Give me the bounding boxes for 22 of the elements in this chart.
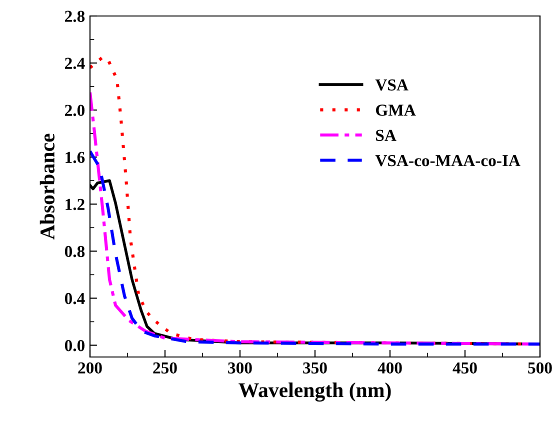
y-tick-label: 2.4 [65, 58, 85, 70]
y-tick-label: 0.8 [64, 246, 85, 258]
y-tick-label: 2.8 [65, 10, 85, 22]
x-tick-label: 200 [78, 362, 102, 374]
y-tick-label: 1.6 [66, 152, 85, 164]
legend-label: VSA-co-MAA-co-IA [375, 155, 520, 166]
x-tick-label: 350 [303, 362, 327, 374]
y-tick-label: 1.2 [66, 198, 84, 210]
x-tick-label: 500 [528, 362, 552, 374]
x-tick-label: 400 [378, 362, 402, 374]
y-tick-label: 2.0 [65, 104, 85, 116]
legend-label: GMA [376, 104, 416, 116]
y-axis-title: Absorbance [40, 134, 55, 240]
y-tick-label: 0.4 [64, 292, 85, 304]
y-tick-label: 0.0 [64, 340, 85, 352]
legend-label: VSA [375, 79, 408, 91]
x-tick-label: 450 [452, 362, 477, 374]
x-axis-title: Wavelength (nm) [238, 382, 391, 402]
line-series [90, 150, 540, 346]
x-tick-label: 300 [228, 362, 252, 374]
x-tick-label: 250 [153, 362, 177, 374]
legend-label: SA [376, 130, 396, 142]
